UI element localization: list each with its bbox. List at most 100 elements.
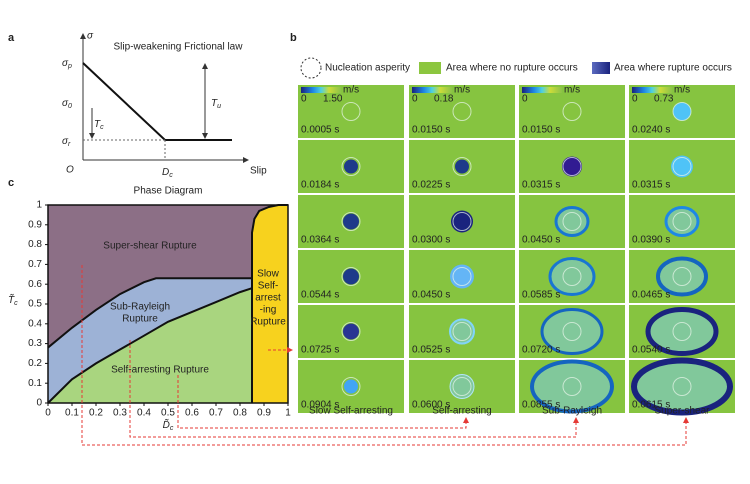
link-arrows bbox=[81, 265, 689, 446]
rupture-area bbox=[550, 258, 594, 295]
symbol: T̃c bbox=[8, 293, 18, 307]
colorbar-unit: m/s bbox=[564, 85, 580, 96]
y-tick-label: 0 bbox=[36, 398, 42, 409]
nucleation-asperity bbox=[562, 322, 582, 341]
nucleation-asperity bbox=[562, 377, 582, 396]
column-label: Self-arresting bbox=[432, 406, 491, 417]
symbol: Tu bbox=[211, 98, 221, 110]
symbol: σp bbox=[62, 58, 72, 70]
region bbox=[48, 288, 252, 403]
colorbar-unit: m/s bbox=[454, 85, 470, 96]
nucleation-asperity bbox=[562, 157, 582, 176]
rupture-front bbox=[656, 256, 708, 297]
rupture-area bbox=[344, 159, 358, 174]
nucleation-asperity bbox=[672, 267, 692, 286]
symbol-main: T bbox=[94, 119, 101, 130]
time-label: 0.0300 s bbox=[412, 235, 450, 246]
colorbar-unit: m/s bbox=[343, 85, 359, 96]
colorbar-label: 0.73 bbox=[654, 94, 674, 105]
rupture-area bbox=[344, 379, 358, 394]
nucleation-asperity bbox=[672, 212, 692, 231]
x-tick-label: 0.4 bbox=[137, 408, 151, 419]
time-label: 0.0225 s bbox=[412, 180, 450, 191]
time-label: 0.0364 s bbox=[301, 235, 339, 246]
colorbar bbox=[522, 87, 562, 93]
time-label: 0.0450 s bbox=[412, 290, 450, 301]
region-label: arrest bbox=[255, 293, 281, 304]
symbol: σr bbox=[62, 136, 71, 148]
legend-icon bbox=[592, 62, 610, 74]
rupture-area bbox=[450, 264, 474, 289]
nucleation-asperity bbox=[341, 102, 361, 121]
y-tick-label: 0.7 bbox=[28, 259, 42, 270]
time-label: 0.0540 s bbox=[632, 345, 670, 356]
nucleation-asperity bbox=[672, 322, 692, 341]
symbol-main: D̃ bbox=[163, 418, 170, 431]
nucleation-asperity bbox=[341, 377, 361, 396]
colorbar-unit: m/s bbox=[674, 85, 690, 96]
legend-label: Area where rupture occurs bbox=[614, 63, 732, 74]
time-label: 0.0720 s bbox=[522, 345, 560, 356]
nucleation-asperity bbox=[672, 157, 692, 176]
time-label: 0.0585 s bbox=[522, 290, 560, 301]
y-tick-label: 1 bbox=[36, 200, 42, 211]
x-tick-label: 0.5 bbox=[161, 408, 175, 419]
rupture-area bbox=[343, 268, 359, 285]
time-label: 0.0005 s bbox=[301, 125, 339, 136]
axis-label: σ bbox=[87, 31, 94, 42]
rupture-area bbox=[658, 258, 706, 295]
rupture-area bbox=[556, 207, 588, 236]
rupture-front bbox=[449, 318, 475, 345]
x-tick-label: 0.3 bbox=[113, 408, 127, 419]
x-tick-label: 0.6 bbox=[185, 408, 199, 419]
nucleation-asperity bbox=[452, 267, 472, 286]
rupture-area bbox=[532, 361, 612, 412]
nucleation-asperity bbox=[672, 102, 692, 121]
region-label: Rupture bbox=[250, 317, 286, 328]
rupture-front bbox=[449, 374, 475, 399]
colorbar-label: 0 bbox=[632, 94, 638, 105]
rupture-front bbox=[548, 257, 596, 296]
symbol-main: σ bbox=[62, 136, 69, 147]
snapshot bbox=[409, 85, 515, 138]
colorbar bbox=[301, 87, 341, 93]
snapshot bbox=[519, 85, 625, 138]
region-label: Sub-Rayleigh bbox=[110, 302, 170, 313]
symbol-sub: c bbox=[100, 124, 104, 131]
origin-label: O bbox=[66, 165, 74, 176]
time-label: 0.0315 s bbox=[522, 180, 560, 191]
rupture-front bbox=[530, 359, 614, 414]
nucleation-asperity bbox=[452, 157, 472, 176]
rupture-area bbox=[450, 319, 474, 344]
symbol-sub: u bbox=[217, 103, 221, 110]
time-label: 0.0184 s bbox=[301, 180, 339, 191]
symbol-sub: c bbox=[169, 172, 173, 179]
time-label: 0.0465 s bbox=[632, 290, 670, 301]
time-label: 0.0450 s bbox=[522, 235, 560, 246]
snapshot bbox=[298, 85, 404, 138]
panel-label: b bbox=[290, 32, 297, 44]
time-label: 0.0855 s bbox=[522, 400, 560, 411]
rupture-area bbox=[542, 309, 602, 354]
y-tick-label: 0.8 bbox=[28, 239, 42, 250]
time-label: 0.0150 s bbox=[412, 125, 450, 136]
panel-label: c bbox=[8, 177, 14, 189]
x-tick-label: 0.2 bbox=[89, 408, 103, 419]
y-tick-label: 0.6 bbox=[28, 279, 42, 290]
symbol-main: D bbox=[162, 167, 169, 178]
panel-title: Phase Diagram bbox=[134, 186, 203, 197]
region bbox=[252, 205, 288, 403]
nucleation-asperity bbox=[672, 377, 692, 396]
panel-title: Slip-weakening Frictional law bbox=[114, 42, 244, 53]
time-label: 0.0904 s bbox=[301, 400, 339, 411]
column-label: Super-shear bbox=[654, 406, 710, 417]
panel-label: a bbox=[8, 32, 15, 44]
symbol-sub: c bbox=[170, 425, 174, 432]
y-tick-label: 0.2 bbox=[28, 358, 42, 369]
colorbar-label: 1.50 bbox=[323, 94, 343, 105]
colorbar bbox=[632, 87, 672, 93]
symbol-sub: r bbox=[68, 141, 71, 148]
y-tick-label: 0.4 bbox=[28, 318, 42, 329]
nucleation-asperity bbox=[341, 157, 361, 176]
